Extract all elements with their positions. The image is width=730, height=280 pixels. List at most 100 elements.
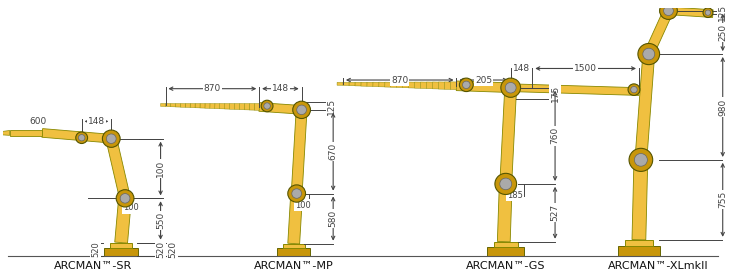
Polygon shape	[439, 82, 445, 89]
Bar	[625, 240, 653, 246]
Bar	[283, 244, 304, 248]
Polygon shape	[456, 81, 511, 92]
Polygon shape	[291, 109, 307, 194]
Polygon shape	[288, 193, 302, 244]
Polygon shape	[254, 104, 259, 110]
Polygon shape	[373, 82, 379, 87]
Polygon shape	[195, 104, 200, 108]
Polygon shape	[200, 104, 205, 108]
Circle shape	[638, 43, 660, 65]
Polygon shape	[161, 104, 166, 106]
Polygon shape	[220, 104, 225, 109]
Polygon shape	[668, 7, 713, 17]
Circle shape	[505, 82, 516, 93]
Text: 600: 600	[29, 117, 47, 126]
Polygon shape	[337, 82, 343, 85]
Text: 755: 755	[718, 191, 727, 208]
Circle shape	[705, 10, 710, 15]
Circle shape	[660, 2, 677, 19]
Polygon shape	[379, 82, 385, 87]
Text: ARCMAN™-MP: ARCMAN™-MP	[254, 261, 334, 271]
Text: 520: 520	[169, 241, 177, 258]
Text: 175: 175	[550, 85, 560, 102]
Circle shape	[296, 105, 307, 115]
Text: 250: 250	[718, 24, 727, 41]
Polygon shape	[249, 104, 254, 110]
Polygon shape	[343, 82, 349, 86]
Polygon shape	[420, 82, 426, 88]
Circle shape	[500, 178, 512, 190]
Circle shape	[261, 100, 273, 112]
Circle shape	[288, 185, 306, 202]
Text: ARCMAN™-XLmkII: ARCMAN™-XLmkII	[608, 261, 709, 271]
Text: 870: 870	[391, 76, 408, 85]
Text: 100: 100	[123, 204, 139, 213]
Circle shape	[629, 148, 653, 171]
Text: 580: 580	[328, 210, 338, 227]
Polygon shape	[175, 104, 180, 107]
Text: 670: 670	[328, 143, 338, 160]
Polygon shape	[355, 82, 361, 86]
Text: 125: 125	[718, 4, 727, 21]
Polygon shape	[180, 104, 185, 107]
Text: 980: 980	[718, 98, 727, 116]
Circle shape	[501, 78, 520, 97]
Circle shape	[703, 8, 713, 17]
Text: 870: 870	[204, 84, 221, 93]
Polygon shape	[166, 104, 171, 107]
Circle shape	[102, 130, 120, 147]
Circle shape	[495, 173, 517, 195]
Polygon shape	[225, 104, 230, 109]
Text: 148: 148	[272, 84, 289, 93]
Polygon shape	[259, 103, 302, 114]
Polygon shape	[497, 184, 512, 242]
Polygon shape	[635, 54, 655, 160]
Polygon shape	[645, 9, 673, 56]
Polygon shape	[210, 104, 215, 109]
Polygon shape	[450, 82, 456, 90]
Circle shape	[293, 101, 310, 118]
Polygon shape	[510, 84, 639, 95]
Text: 550: 550	[156, 212, 165, 229]
Polygon shape	[106, 137, 131, 200]
Text: 100: 100	[156, 160, 165, 177]
Polygon shape	[632, 160, 648, 240]
Bar	[104, 248, 138, 256]
Text: 520: 520	[91, 241, 100, 257]
Polygon shape	[445, 82, 450, 89]
Polygon shape	[234, 104, 239, 109]
Polygon shape	[42, 129, 112, 143]
Bar	[487, 248, 524, 256]
Circle shape	[292, 189, 301, 198]
Polygon shape	[409, 82, 415, 88]
Circle shape	[120, 193, 130, 203]
Bar	[494, 242, 518, 248]
Text: 148: 148	[513, 64, 530, 73]
Circle shape	[463, 81, 470, 88]
Circle shape	[634, 153, 648, 166]
Text: 185: 185	[507, 191, 523, 200]
Polygon shape	[500, 87, 517, 184]
Polygon shape	[403, 82, 409, 88]
Polygon shape	[391, 82, 397, 87]
Polygon shape	[432, 82, 439, 89]
Text: 148: 148	[88, 117, 105, 126]
Circle shape	[631, 87, 637, 93]
Circle shape	[459, 78, 473, 92]
Polygon shape	[385, 82, 391, 87]
Circle shape	[107, 134, 116, 143]
Polygon shape	[115, 198, 131, 243]
Bar	[277, 248, 310, 256]
Circle shape	[628, 84, 640, 95]
Polygon shape	[190, 104, 195, 108]
Circle shape	[76, 132, 88, 144]
Bar	[618, 246, 660, 256]
Polygon shape	[415, 82, 420, 88]
Circle shape	[264, 103, 270, 109]
Polygon shape	[215, 104, 220, 109]
Polygon shape	[185, 104, 191, 108]
Text: 520: 520	[156, 241, 165, 258]
Circle shape	[643, 48, 655, 60]
Text: ARCMAN™-SR: ARCMAN™-SR	[55, 261, 133, 271]
Text: 527: 527	[550, 204, 560, 221]
